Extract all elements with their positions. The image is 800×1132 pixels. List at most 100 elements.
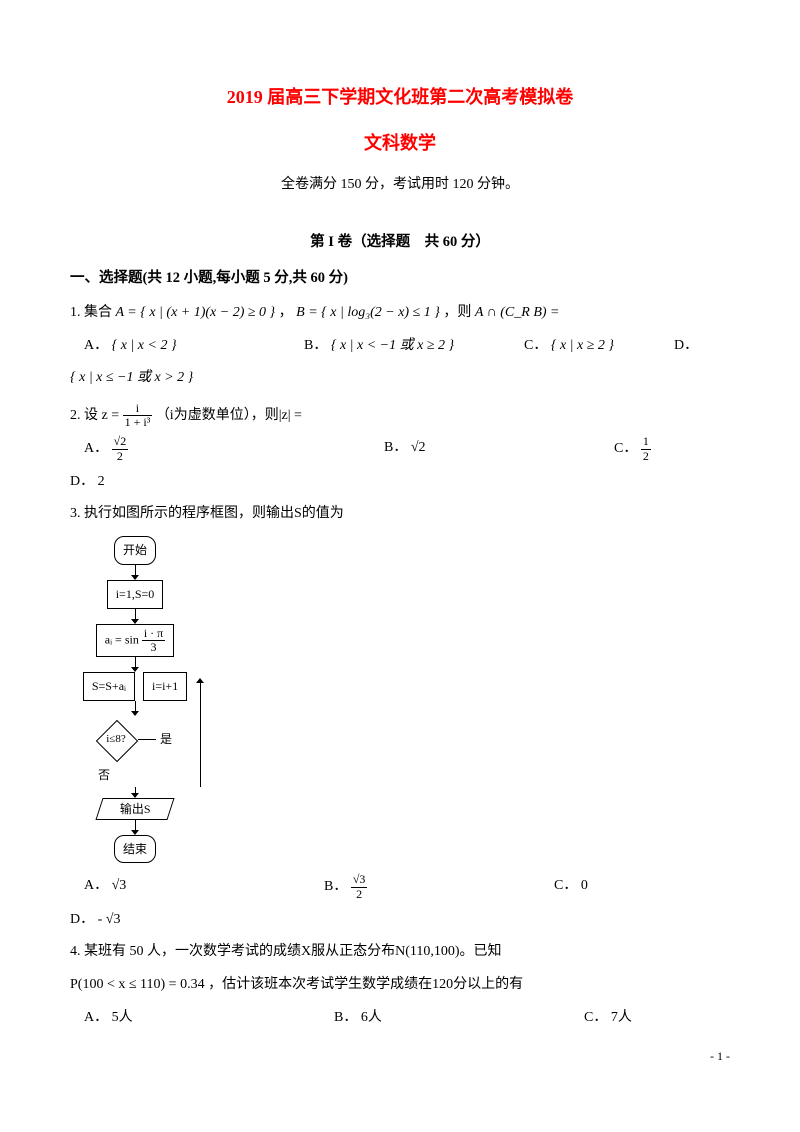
frac-num: √2	[112, 435, 129, 449]
arrow-up-icon	[196, 678, 204, 787]
frac-den: 3	[142, 641, 165, 654]
fc-assign-frac: i · π 3	[142, 627, 165, 654]
opt-text: 7人	[611, 1010, 632, 1025]
opt-text: √2	[411, 440, 426, 455]
q1-stem-prefix: 1. 集合	[70, 305, 116, 320]
arrow-down-icon	[131, 820, 139, 835]
opt-label: D．	[70, 474, 94, 489]
title-line-1: 2019 届高三下学期文化班第二次高考模拟卷	[70, 80, 730, 114]
question-1: 1. 集合 A = { x | (x + 1)(x − 2) ≥ 0 } ， B…	[70, 300, 730, 327]
question-3: 3. 执行如图所示的程序框图，则输出S的值为	[70, 501, 730, 528]
q2-opt-a: A． √2 2	[84, 435, 384, 463]
opt-text: √3	[112, 878, 127, 893]
opt-label: C．	[554, 878, 577, 893]
fc-yes: 是	[160, 728, 172, 751]
opt-text: { x | x ≤ −1 或 x > 2 }	[70, 370, 193, 385]
opt-label: B．	[324, 879, 347, 894]
frac-num: √3	[351, 873, 368, 887]
fc-inc: i=i+1	[143, 672, 187, 701]
q4-prob: P(100 < x ≤ 110) = 0.34 ，估计该班本次考试学生数学成绩在…	[70, 977, 523, 992]
fc-accum: S=S+aᵢ	[83, 672, 135, 701]
frac-num: i · π	[142, 627, 165, 641]
flowchart: 开始 i=1,S=0 aᵢ = sin i · π 3 S=S+aᵢ i=i+1	[80, 536, 260, 863]
q1-set-a: A = { x | (x + 1)(x − 2) ≥ 0 }	[116, 305, 276, 320]
q1-opt-d-label: D．	[674, 333, 698, 360]
question-4-line2: P(100 < x ≤ 110) = 0.34 ，估计该班本次考试学生数学成绩在…	[70, 972, 730, 999]
fc-assign-pre: aᵢ = sin	[105, 632, 139, 646]
arrow-down-icon	[131, 609, 139, 624]
arrow-down-icon	[131, 565, 139, 580]
exam-page: 2019 届高三下学期文化班第二次高考模拟卷 文科数学 全卷满分 150 分，考…	[0, 0, 800, 1098]
fc-loop-back	[196, 678, 204, 787]
q3-opt-b: B． √3 2	[324, 873, 554, 901]
opt-label: A．	[84, 878, 108, 893]
opt-text: 2	[98, 474, 105, 489]
q2-opt-c: C． 1 2	[614, 435, 651, 463]
frac-den: 2	[641, 450, 651, 463]
fc-assign: aᵢ = sin i · π 3	[96, 624, 174, 657]
q2-z: z =	[102, 408, 123, 423]
q2-optC-frac: 1 2	[641, 435, 651, 462]
fc-output-text: 输出S	[120, 797, 151, 820]
q4-opt-a: A． 5人	[84, 1005, 334, 1032]
question-2: 2. 设 z = i 1 + i³ （i为虚数单位），则|z| =	[70, 402, 730, 430]
opt-label: A．	[84, 338, 108, 353]
opt-label: D．	[70, 912, 94, 927]
q1-opt-a: A． { x | x < 2 }	[84, 333, 304, 360]
title-line-2: 文科数学	[70, 126, 730, 160]
frac-num: i	[123, 402, 153, 416]
opt-label: B．	[334, 1010, 357, 1025]
question-4-line1: 4. 某班有 50 人，一次数学考试的成绩X服从正态分布N(110,100)。已…	[70, 939, 730, 966]
opt-text: { x | x < 2 }	[112, 338, 177, 353]
q4-opt-b: B． 6人	[334, 1005, 584, 1032]
frac-den: 2	[112, 450, 129, 463]
connector-icon	[138, 739, 156, 740]
arrow-down-icon	[131, 657, 139, 672]
q1-sep1: ，	[279, 305, 297, 320]
opt-label: B．	[304, 338, 327, 353]
exam-info: 全卷满分 150 分，考试用时 120 分钟。	[70, 172, 730, 199]
fc-cond: i≤8?	[94, 718, 138, 762]
opt-text: 5人	[112, 1010, 133, 1025]
opt-label: C．	[524, 338, 547, 353]
q3-options-row1: A． √3 B． √3 2 C． 0	[84, 873, 730, 901]
fc-end: 结束	[114, 835, 156, 864]
q1-opt-d-text: { x | x ≤ −1 或 x > 2 }	[70, 365, 730, 392]
arrow-down-icon	[131, 701, 139, 716]
q1-opt-c: C． { x | x ≥ 2 }	[524, 333, 674, 360]
opt-text: - √3	[98, 912, 121, 927]
q1-expr: A ∩ (C_R B) =	[475, 305, 560, 320]
q2-fraction: i 1 + i³	[123, 402, 153, 429]
opt-text: 0	[581, 878, 588, 893]
fc-cond-label: i≤8?	[94, 718, 138, 762]
q2-opt-d: D． 2	[70, 469, 730, 496]
opt-label: C．	[614, 441, 637, 456]
q2-options-row1: A． √2 2 B． √2 C． 1 2	[84, 435, 730, 463]
fc-no: 否	[98, 764, 110, 787]
q3-opt-c: C． 0	[554, 873, 588, 901]
frac-den: 1 + i³	[123, 416, 153, 429]
q2-opt-b: B． √2	[384, 435, 614, 463]
q1-set-b: B = { x | log₃(2 − x) ≤ 1 }	[296, 305, 440, 320]
frac-num: 1	[641, 435, 651, 449]
q1-options: A． { x | x < 2 } B． { x | x < −1 或 x ≥ 2…	[84, 333, 730, 360]
opt-text: { x | x < −1 或 x ≥ 2 }	[331, 338, 454, 353]
q2-tail: （i为虚数单位），则|z| =	[156, 408, 302, 423]
frac-den: 2	[351, 888, 368, 901]
q1-sep2: ，则	[443, 305, 475, 320]
fc-output: 输出S	[95, 798, 174, 820]
q4-options: A． 5人 B． 6人 C． 7人	[84, 1005, 730, 1032]
part-title: 第 I 卷（选择题 共 60 分）	[70, 229, 730, 257]
q2-prefix: 2. 设	[70, 408, 98, 423]
q3-opt-d: D． - √3	[70, 907, 730, 934]
fc-init: i=1,S=0	[107, 580, 164, 609]
q4-opt-c: C． 7人	[584, 1005, 632, 1032]
opt-text: 6人	[361, 1010, 382, 1025]
fc-start: 开始	[114, 536, 156, 565]
q3-optB-frac: √3 2	[351, 873, 368, 900]
arrow-down-icon	[131, 787, 139, 798]
opt-label: B．	[384, 440, 407, 455]
opt-label: A．	[84, 441, 108, 456]
opt-text: { x | x ≥ 2 }	[551, 338, 614, 353]
q1-opt-b: B． { x | x < −1 或 x ≥ 2 }	[304, 333, 524, 360]
